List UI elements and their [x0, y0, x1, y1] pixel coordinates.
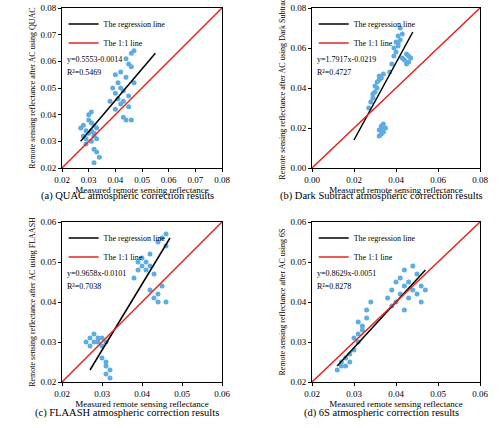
svg-text:0.06: 0.06 — [161, 175, 177, 185]
svg-text:Measured remote sensing reflec: Measured remote sensing reflectance — [329, 185, 463, 195]
svg-text:0.04: 0.04 — [290, 297, 306, 307]
svg-text:The regression line: The regression line — [354, 234, 416, 243]
svg-text:0.06: 0.06 — [214, 389, 230, 399]
svg-text:0.00: 0.00 — [304, 175, 320, 185]
svg-text:The 1:1 line: The 1:1 line — [104, 253, 143, 262]
svg-text:Remote sensing reflectance aft: Remote sensing reflectance after AC usin… — [28, 217, 37, 387]
svg-text:0.05: 0.05 — [134, 175, 150, 185]
svg-text:(d) 6S atmospheric correction: (d) 6S atmospheric correction results — [304, 407, 459, 419]
svg-text:0.03: 0.03 — [290, 337, 306, 347]
svg-text:0.08: 0.08 — [290, 3, 306, 13]
svg-text:(b) Dark Subtract atmospheric: (b) Dark Subtract atmospheric correction… — [280, 190, 483, 202]
svg-text:(c) FLAASH atmospheric correct: (c) FLAASH atmospheric correction result… — [35, 407, 219, 419]
svg-text:y=1.7917x-0.0219: y=1.7917x-0.0219 — [317, 55, 376, 64]
svg-text:0.04: 0.04 — [107, 175, 123, 185]
svg-text:0.06: 0.06 — [472, 389, 488, 399]
svg-text:0.02: 0.02 — [304, 389, 320, 399]
svg-text:0.05: 0.05 — [174, 389, 190, 399]
svg-text:0.05: 0.05 — [40, 83, 56, 93]
svg-text:0.02: 0.02 — [290, 377, 306, 387]
svg-text:0.02: 0.02 — [54, 389, 70, 399]
svg-text:0.07: 0.07 — [40, 30, 56, 40]
svg-text:Remote sensing reflectance aft: Remote sensing reflectance after AC usin… — [28, 7, 37, 168]
svg-text:The 1:1 line: The 1:1 line — [104, 39, 143, 48]
svg-text:0.06: 0.06 — [290, 217, 306, 227]
svg-text:Measured remote sensing reflec: Measured remote sensing reflectance — [329, 399, 463, 409]
svg-text:The 1:1 line: The 1:1 line — [354, 253, 393, 262]
svg-text:0.05: 0.05 — [40, 257, 56, 267]
svg-text:R²=0.4727: R²=0.4727 — [317, 68, 351, 77]
svg-text:0.07: 0.07 — [187, 175, 203, 185]
svg-text:The regression line: The regression line — [104, 20, 166, 29]
svg-text:0.02: 0.02 — [54, 175, 70, 185]
svg-text:(a) QUAC atmospheric correctio: (a) QUAC atmospheric correction results — [41, 190, 214, 202]
svg-text:0.02: 0.02 — [40, 377, 56, 387]
svg-text:0.06: 0.06 — [290, 43, 306, 53]
svg-text:0.00: 0.00 — [290, 163, 306, 173]
svg-text:0.03: 0.03 — [81, 175, 97, 185]
svg-text:Remote sensing reflectance aft: Remote sensing reflectance after AC usin… — [278, 228, 287, 375]
svg-text:y=0.8629x-0.0051: y=0.8629x-0.0051 — [317, 269, 376, 278]
svg-text:0.04: 0.04 — [134, 389, 150, 399]
svg-text:The regression line: The regression line — [104, 234, 166, 243]
svg-text:y=0.5553-0.0014: y=0.5553-0.0014 — [67, 55, 122, 64]
svg-text:0.03: 0.03 — [346, 389, 362, 399]
svg-text:0.04: 0.04 — [290, 83, 306, 93]
svg-text:0.03: 0.03 — [94, 389, 110, 399]
svg-text:0.08: 0.08 — [40, 3, 56, 13]
svg-text:0.02: 0.02 — [290, 123, 306, 133]
svg-text:0.06: 0.06 — [40, 217, 56, 227]
svg-text:The 1:1 line: The 1:1 line — [354, 39, 393, 48]
svg-text:0.08: 0.08 — [214, 175, 230, 185]
svg-text:0.06: 0.06 — [430, 175, 446, 185]
svg-text:Measured remote sensing reflec: Measured remote sensing reflectance — [75, 185, 209, 195]
svg-text:Measured remote sensing reflec: Measured remote sensing reflectance — [75, 399, 209, 409]
svg-text:R²=0.7038: R²=0.7038 — [67, 282, 101, 291]
svg-text:0.04: 0.04 — [40, 110, 56, 120]
svg-text:0.05: 0.05 — [430, 389, 446, 399]
svg-text:0.08: 0.08 — [472, 175, 488, 185]
svg-text:0.02: 0.02 — [346, 175, 362, 185]
svg-text:Remote sensing reflectance aft: Remote sensing reflectance after AC usin… — [278, 0, 287, 180]
svg-text:0.04: 0.04 — [40, 297, 56, 307]
svg-text:0.05: 0.05 — [290, 257, 306, 267]
svg-text:R²=0.8278: R²=0.8278 — [317, 282, 351, 291]
svg-text:0.02: 0.02 — [40, 163, 56, 173]
svg-text:0.04: 0.04 — [388, 175, 404, 185]
svg-text:0.06: 0.06 — [40, 56, 56, 66]
svg-text:y=0.9658x-0.0101: y=0.9658x-0.0101 — [67, 269, 126, 278]
svg-text:R²=0.5469: R²=0.5469 — [67, 68, 101, 77]
svg-text:The regression line: The regression line — [354, 20, 416, 29]
svg-text:0.04: 0.04 — [388, 389, 404, 399]
svg-text:0.03: 0.03 — [40, 136, 56, 146]
svg-text:0.03: 0.03 — [40, 337, 56, 347]
